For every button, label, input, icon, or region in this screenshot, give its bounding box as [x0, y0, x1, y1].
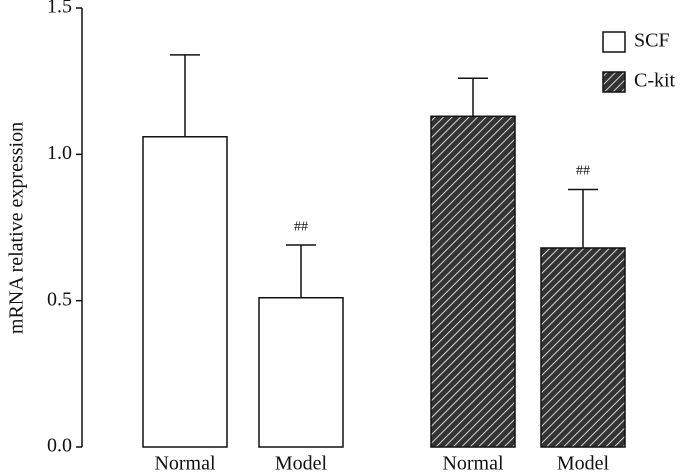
y-tick-label: 0.0 [47, 435, 72, 457]
x-tick-label: Model [275, 453, 328, 475]
legend-label: C-kit [634, 70, 676, 92]
bar [142, 136, 228, 448]
bar [258, 296, 344, 448]
x-tick-label: Normal [442, 453, 504, 475]
y-tick-label: 0.5 [47, 288, 72, 310]
bar [540, 247, 626, 448]
legend-swatch [602, 71, 626, 93]
x-tick-label: Model [557, 453, 610, 475]
y-axis-label: mRNA relative expression [6, 122, 28, 334]
y-tick-label: 1.0 [47, 142, 72, 164]
x-tick-label: Normal [154, 453, 216, 475]
annotation: ## [576, 164, 590, 179]
annotation: ## [294, 219, 308, 234]
bar [430, 115, 516, 448]
legend-label: SCF [634, 30, 670, 52]
legend-swatch [602, 31, 626, 53]
y-tick-label: 1.5 [47, 0, 72, 18]
